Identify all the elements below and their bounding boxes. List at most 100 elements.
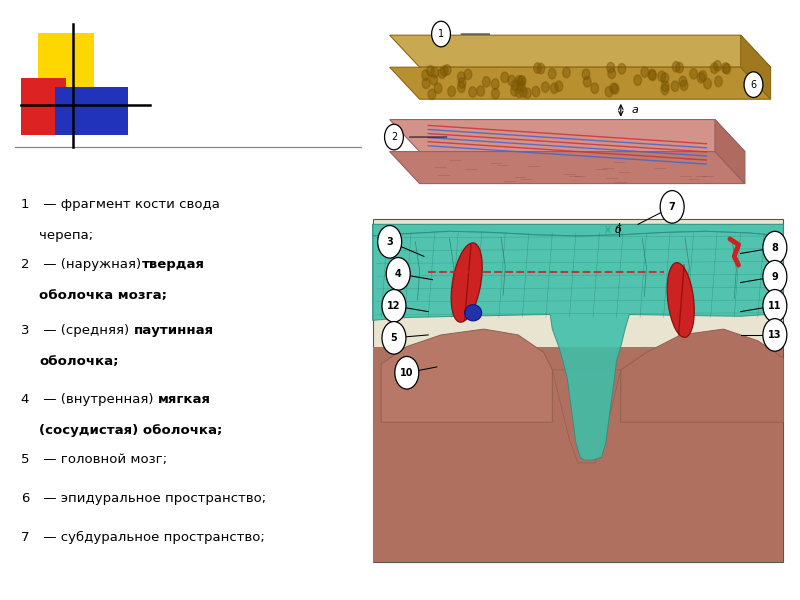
Polygon shape xyxy=(741,35,770,99)
Circle shape xyxy=(440,66,448,76)
Circle shape xyxy=(690,68,698,79)
Text: 7: 7 xyxy=(669,202,675,212)
Text: твердая: твердая xyxy=(142,258,205,271)
Circle shape xyxy=(605,86,613,97)
Circle shape xyxy=(641,67,649,77)
Text: 4: 4 xyxy=(395,269,402,279)
Circle shape xyxy=(763,260,787,293)
Circle shape xyxy=(610,83,618,94)
Circle shape xyxy=(385,124,403,150)
Text: мягкая: мягкая xyxy=(158,393,211,406)
Circle shape xyxy=(658,71,666,82)
Text: 6: 6 xyxy=(750,80,757,89)
Circle shape xyxy=(661,73,669,83)
Circle shape xyxy=(671,81,679,91)
Circle shape xyxy=(763,290,787,322)
Polygon shape xyxy=(373,224,783,236)
Text: 1: 1 xyxy=(438,29,444,39)
Circle shape xyxy=(431,67,438,77)
Circle shape xyxy=(518,81,525,91)
Text: — головной мозг;: — головной мозг; xyxy=(39,453,168,466)
Circle shape xyxy=(591,83,598,94)
Ellipse shape xyxy=(465,305,482,321)
Circle shape xyxy=(763,319,787,351)
Circle shape xyxy=(508,75,515,86)
Polygon shape xyxy=(552,370,621,463)
Circle shape xyxy=(491,88,499,99)
Circle shape xyxy=(422,78,430,89)
Circle shape xyxy=(714,76,722,86)
FancyBboxPatch shape xyxy=(38,33,94,102)
Circle shape xyxy=(710,63,718,73)
Circle shape xyxy=(698,73,705,83)
Circle shape xyxy=(676,62,683,73)
Text: оболочка;: оболочка; xyxy=(39,355,119,368)
Circle shape xyxy=(660,191,684,223)
Text: 8: 8 xyxy=(771,242,778,253)
Circle shape xyxy=(648,69,656,80)
Circle shape xyxy=(491,79,499,89)
Text: (сосудистая) оболочка;: (сосудистая) оболочка; xyxy=(39,424,223,437)
Text: 7: 7 xyxy=(21,531,29,544)
Polygon shape xyxy=(390,67,770,99)
Circle shape xyxy=(519,87,527,97)
Text: 11: 11 xyxy=(768,301,782,311)
Text: 4: 4 xyxy=(21,393,29,406)
Text: — фрагмент кости свода: — фрагмент кости свода xyxy=(39,198,220,211)
Circle shape xyxy=(550,83,558,94)
Circle shape xyxy=(438,68,446,79)
Circle shape xyxy=(542,82,550,92)
Polygon shape xyxy=(621,329,783,422)
Circle shape xyxy=(611,84,619,94)
Circle shape xyxy=(430,74,438,85)
Circle shape xyxy=(378,226,402,258)
Circle shape xyxy=(515,87,523,98)
Polygon shape xyxy=(373,232,783,460)
Circle shape xyxy=(744,72,763,97)
Circle shape xyxy=(634,75,642,85)
Text: б: б xyxy=(614,224,622,235)
Polygon shape xyxy=(715,119,745,184)
Text: — (наружная): — (наружная) xyxy=(39,258,142,271)
Circle shape xyxy=(510,86,518,96)
Circle shape xyxy=(422,70,430,80)
Circle shape xyxy=(649,70,657,81)
Text: паутинная: паутинная xyxy=(134,324,214,337)
Circle shape xyxy=(723,64,730,74)
Polygon shape xyxy=(373,347,783,562)
FancyBboxPatch shape xyxy=(54,87,128,135)
Circle shape xyxy=(548,68,556,79)
Circle shape xyxy=(518,76,525,86)
Circle shape xyxy=(382,290,406,322)
Circle shape xyxy=(382,322,406,354)
Ellipse shape xyxy=(667,263,694,337)
Circle shape xyxy=(662,81,669,91)
Circle shape xyxy=(518,76,526,86)
Circle shape xyxy=(699,71,706,81)
Polygon shape xyxy=(381,329,552,422)
Circle shape xyxy=(562,67,570,78)
Text: — субдуральное пространство;: — субдуральное пространство; xyxy=(39,531,266,544)
Circle shape xyxy=(511,80,519,91)
Text: 13: 13 xyxy=(768,330,782,340)
Circle shape xyxy=(672,62,680,72)
Circle shape xyxy=(608,68,615,79)
Circle shape xyxy=(434,83,442,94)
Circle shape xyxy=(426,65,434,76)
Circle shape xyxy=(534,63,542,73)
Circle shape xyxy=(432,21,450,47)
Text: 5: 5 xyxy=(390,333,398,343)
Text: 1: 1 xyxy=(21,198,29,211)
Text: черепа;: черепа; xyxy=(39,229,94,242)
Circle shape xyxy=(523,88,531,98)
Polygon shape xyxy=(390,152,745,184)
Text: — (средняя): — (средняя) xyxy=(39,324,134,337)
Circle shape xyxy=(679,76,686,86)
Circle shape xyxy=(515,76,523,86)
Circle shape xyxy=(386,257,410,290)
Text: — эпидуральное пространство;: — эпидуральное пространство; xyxy=(39,492,266,505)
Text: 12: 12 xyxy=(387,301,401,311)
Circle shape xyxy=(458,78,466,88)
Circle shape xyxy=(395,356,418,389)
Circle shape xyxy=(469,87,477,97)
